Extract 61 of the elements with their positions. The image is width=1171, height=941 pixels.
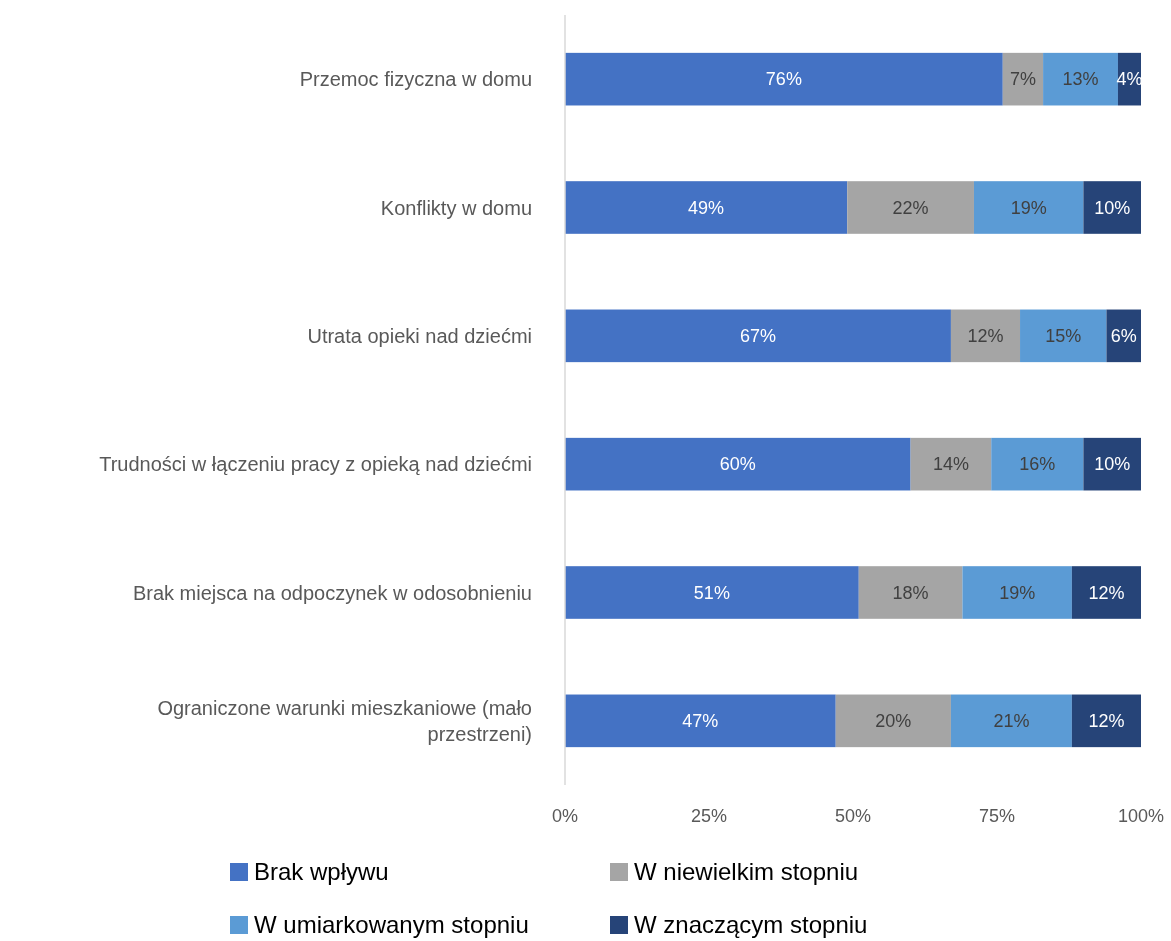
bar <box>565 694 836 748</box>
legend-label: W niewielkim stopniu <box>634 858 859 886</box>
legend-label: Brak wpływu <box>254 858 389 886</box>
data-label: 49% <box>688 197 725 218</box>
x-tick-label: 0% <box>551 806 579 826</box>
y-tick-label: Brak miejsca na odpoczynek w odosobnieniu <box>132 581 532 604</box>
bar <box>565 52 1003 106</box>
bar <box>565 181 848 234</box>
bar <box>1083 181 1141 234</box>
data-label: 10% <box>1094 197 1131 218</box>
bar <box>847 181 974 234</box>
data-label: 19% <box>1010 197 1047 218</box>
bar <box>565 437 911 491</box>
data-label: 16% <box>1019 454 1056 475</box>
bar <box>991 437 1084 491</box>
x-tick-label: 75% <box>978 806 1016 826</box>
bar <box>910 437 992 491</box>
legend-label: W znaczącym stopniu <box>634 911 868 939</box>
bar <box>1071 566 1141 619</box>
data-label: 12% <box>967 326 1004 347</box>
bar <box>835 694 951 748</box>
data-label: 47% <box>682 711 719 732</box>
data-label: 21% <box>993 711 1030 732</box>
bar <box>1071 694 1141 748</box>
data-label: 7% <box>1009 69 1036 90</box>
data-label: 60% <box>719 454 756 475</box>
bar <box>858 566 963 619</box>
bar <box>973 181 1084 234</box>
y-tick-label: Trudności w łączeniu pracy z opieką nad dziećmi <box>99 453 532 476</box>
data-label: 12% <box>1088 582 1125 603</box>
data-label: 22% <box>892 197 929 218</box>
data-label: 15% <box>1045 326 1082 347</box>
bar <box>1043 52 1118 106</box>
data-label: 67% <box>739 326 776 347</box>
data-label: 10% <box>1094 454 1131 475</box>
x-tick-label: 50% <box>834 806 872 826</box>
data-label: 18% <box>892 582 929 603</box>
y-tick-label: Ograniczone warunki mieszkaniowe (mało przestrzeni) <box>157 696 532 745</box>
data-label: 20% <box>875 711 912 732</box>
data-label: 6% <box>1110 326 1137 347</box>
bar <box>1002 52 1044 106</box>
y-tick-label: Utrata opieki nad dziećmi <box>307 324 532 347</box>
data-label: 12% <box>1088 711 1125 732</box>
bar <box>1083 437 1141 491</box>
y-tick-label: Przemoc fizyczna w domu <box>299 68 532 91</box>
data-label: 51% <box>693 582 730 603</box>
bar <box>962 566 1072 619</box>
data-label: 14% <box>932 454 969 475</box>
data-label: 19% <box>999 582 1036 603</box>
x-tick-label: 100% <box>1117 806 1165 826</box>
x-tick-label: 25% <box>690 806 728 826</box>
bar <box>1020 309 1107 363</box>
legend-label: W umiarkowanym stopniu <box>254 911 529 939</box>
data-label: 76% <box>765 69 802 90</box>
bar <box>565 566 859 619</box>
bar <box>565 309 951 363</box>
y-tick-label: Konflikty w domu <box>380 196 532 219</box>
data-label: 4% <box>1116 69 1143 90</box>
bar <box>950 309 1021 363</box>
data-label: 13% <box>1062 69 1099 90</box>
bar <box>950 694 1072 748</box>
